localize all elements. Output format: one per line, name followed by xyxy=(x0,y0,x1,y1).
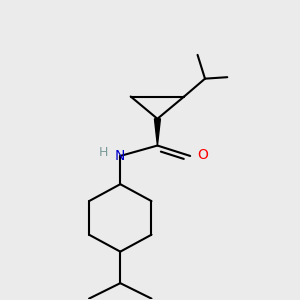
Text: O: O xyxy=(197,148,208,162)
Text: N: N xyxy=(115,149,125,163)
Text: H: H xyxy=(99,146,109,160)
Polygon shape xyxy=(154,119,160,146)
